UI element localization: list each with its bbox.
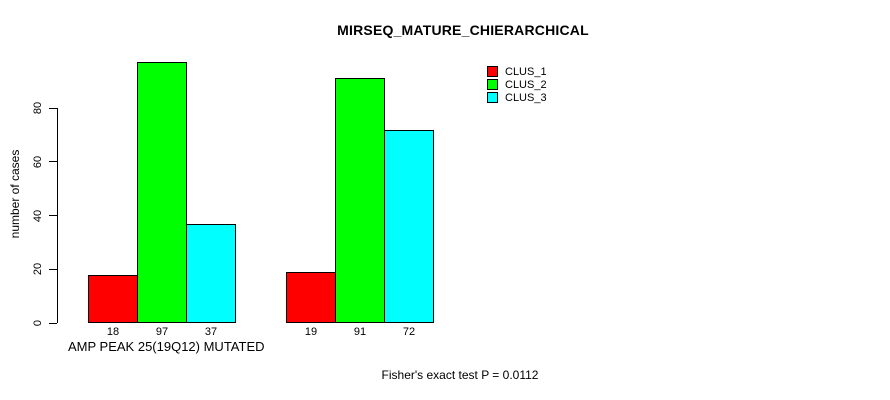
x-category-label: AMP PEAK 25(19Q12) MUTATED — [68, 339, 265, 354]
bar-clus_1-group2 — [286, 271, 336, 323]
bar-value-label: 97 — [155, 326, 169, 338]
y-tick-mark — [49, 322, 57, 324]
bar-clus_1-group1 — [88, 274, 138, 323]
bar-value-label: 37 — [204, 326, 218, 338]
legend-row-clus1: CLUS_1 — [487, 65, 547, 78]
stat-text: Fisher's exact test P = 0.0112 — [381, 368, 539, 382]
y-axis-line — [57, 108, 58, 323]
y-tick-label: 60 — [32, 155, 44, 168]
y-tick-label: 0 — [32, 319, 44, 327]
y-axis-label: number of cases — [8, 149, 22, 239]
y-tick-mark — [49, 215, 57, 216]
chart-title: MIRSEQ_MATURE_CHIERARCHICAL — [337, 22, 589, 38]
legend-label-clus1: CLUS_1 — [505, 65, 547, 78]
bar-clus_3-group1 — [186, 223, 236, 323]
bar-value-label: 18 — [106, 326, 120, 338]
legend-row-clus2: CLUS_2 — [487, 78, 547, 91]
legend-label-clus2: CLUS_2 — [505, 78, 547, 91]
bar-value-label: 19 — [304, 326, 318, 338]
legend-label-clus3: CLUS_3 — [505, 91, 547, 104]
y-tick-label: 40 — [32, 209, 44, 222]
y-tick-mark — [49, 107, 57, 109]
legend-swatch-clus1-icon — [487, 66, 498, 77]
bar-clus_2-group1 — [137, 62, 187, 323]
y-tick-mark — [49, 161, 57, 163]
bar-clus_3-group2 — [384, 129, 434, 323]
y-tick-label: 80 — [32, 101, 44, 115]
bar-value-label: 72 — [402, 326, 416, 338]
y-tick-mark — [49, 268, 57, 270]
legend-row-clus3: CLUS_3 — [487, 91, 547, 104]
bar-value-label: 91 — [353, 326, 367, 338]
bar-clus_2-group2 — [335, 78, 385, 323]
legend-swatch-clus3-icon — [487, 92, 498, 103]
legend: CLUS_1 CLUS_2 CLUS_3 — [487, 65, 547, 104]
legend-swatch-clus2-icon — [487, 79, 498, 90]
y-tick-label: 20 — [32, 263, 44, 276]
